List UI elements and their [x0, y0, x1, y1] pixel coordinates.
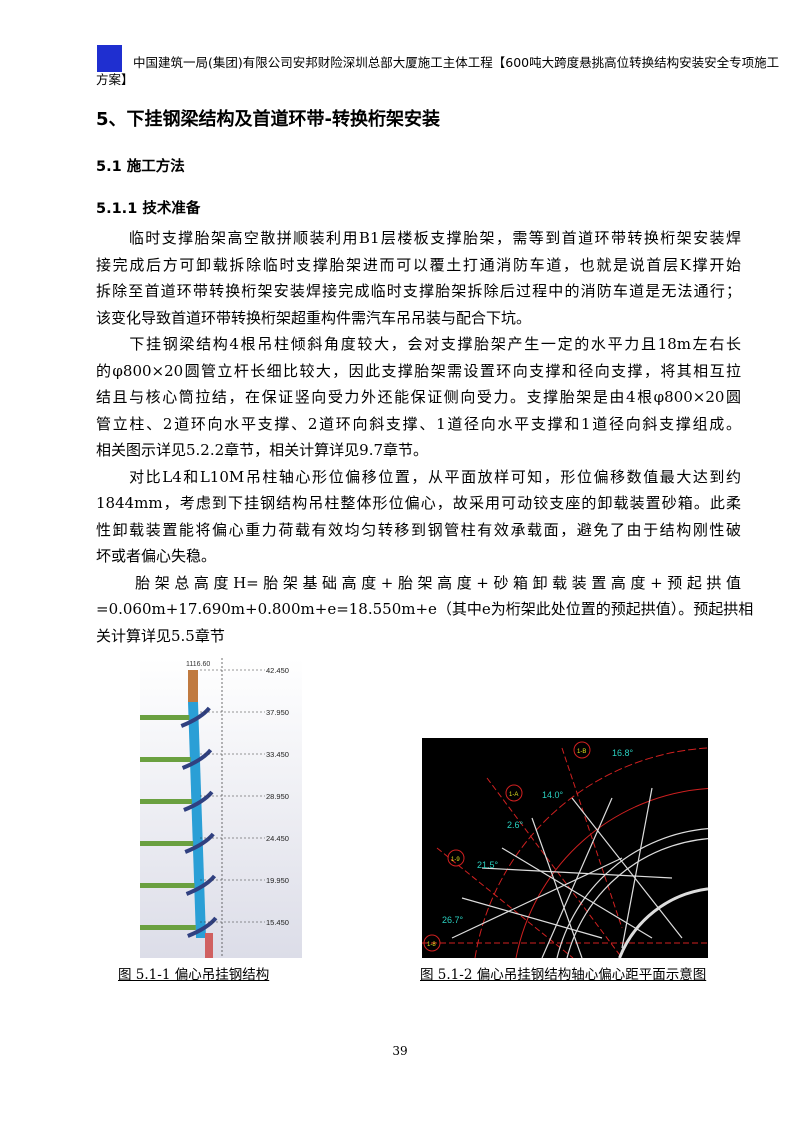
- floor-beam: [140, 799, 192, 804]
- level-label: 42.450: [266, 666, 289, 675]
- paragraph-line: 拆除至首道环带转换桁架安装焊接完成临时支撑胎架拆除后过程中的消防车道是无法通行；: [96, 282, 741, 300]
- bracket: [181, 748, 213, 770]
- paragraph-line: 相关图示详见5.2.2章节，相关计算详见9.7章节。: [96, 441, 429, 459]
- axis-label: 1-9: [451, 857, 460, 863]
- column-top: [188, 670, 198, 702]
- level-label: 37.950: [266, 708, 289, 717]
- paragraph-line: =0.060m+17.690m+0.800m+e=18.550m+e（其中e为桁…: [96, 600, 754, 618]
- paragraph-line: 坏或者偏心失稳。: [96, 547, 217, 565]
- paragraph-line: 对比L4和L10M吊柱轴心形位偏移位置，从平面放样可知，形位偏移数值最大达到约: [96, 467, 741, 486]
- angle-label: 16.8°: [612, 748, 634, 758]
- paragraph-line: 胎架总高度H=胎架基础高度+胎架高度+砂箱卸载装置高度+预起拱值: [96, 573, 741, 592]
- company-logo: [97, 45, 122, 72]
- angle-label: 26.7°: [442, 915, 464, 925]
- header-text: 中国建筑一局(集团)有限公司安邦财险深圳总部大厦施工主体工程【600吨大跨度悬挑…: [133, 55, 780, 70]
- subsubsection-heading: 5.1.1 技术准备: [96, 201, 201, 217]
- angle-label: 2.6°: [507, 820, 524, 830]
- subsection-heading: 5.1 施工方法: [96, 159, 185, 175]
- paragraph-line: 接完成后方可卸载拆除临时支撑胎架进而可以覆土打通消防车道，也就是说首层K撑开始: [96, 255, 741, 274]
- level-label: 33.450: [266, 750, 289, 759]
- angle-label: 14.0°: [542, 790, 564, 800]
- angle-label: 21.5°: [477, 860, 499, 870]
- paragraph-line: 的φ800×20圆管立杆长细比较大，因此支撑胎架需设置环向支撑和径向支撑，将其相…: [96, 361, 741, 380]
- axis-label: 1-8: [427, 942, 436, 948]
- bracket: [184, 832, 215, 854]
- figure-2-caption: 图 5.1-2 偏心吊挂钢结构轴心偏心距平面示意图: [420, 967, 707, 983]
- top-dimension: 1116.60: [186, 661, 210, 668]
- floor-beam: [140, 925, 196, 930]
- paragraph-line: 临时支撑胎架高空散拼顺装利用B1层楼板支撑胎架，需等到首道环带转换桁架安装焊: [96, 229, 741, 247]
- axis-label: 1-A: [509, 792, 518, 798]
- section-title: 5、下挂钢梁结构及首道环带-转换桁架安装: [96, 109, 440, 130]
- level-label: 24.450: [266, 834, 289, 843]
- bracket: [185, 874, 217, 896]
- page-number: 39: [392, 1044, 408, 1058]
- paragraph-line: 1844mm，考虑到下挂钢结构吊柱整体形位偏心，故采用可动铰支座的卸载装置砂箱。…: [96, 494, 741, 512]
- paragraph-line: 结且与核心筒拉结，在保证竖向受力外还能保证侧向受力。支撑胎架是由4根φ800×2…: [96, 388, 741, 406]
- bracket: [180, 706, 211, 728]
- level-label: 15.450: [266, 918, 289, 927]
- figure-2-image: 16.8° 14.0° 2.6° 21.5° 26.7° 1-B 1-A 1-9 1-8: [422, 738, 708, 958]
- level-label: 19.950: [266, 876, 289, 885]
- level-label: 28.950: [266, 792, 289, 801]
- floor-beam: [140, 715, 190, 720]
- hanging-column: [188, 702, 206, 938]
- paragraph-line: 该变化导致首道环带转换桁架超重构件需汽车吊吊装与配合下坑。: [96, 308, 532, 327]
- header-text-cont: 方案】: [96, 72, 134, 87]
- paragraph-line: 下挂钢梁结构4根吊柱倾斜角度较大，会对支撑胎架产生一定的水平力且18m左右长: [96, 335, 741, 353]
- figure-1-image: 1116.60 42.450 37.950 33.450 28.950 24.450 19…: [140, 658, 302, 958]
- axis-label: 1-B: [577, 749, 586, 755]
- bracket: [183, 790, 214, 812]
- paragraph-line: 关计算详见5.5章节: [96, 626, 225, 645]
- paragraph-line: 性卸载装置能将偏心重力荷载有效均匀转移到钢管柱有效承载面，避免了由于结构刚性破: [96, 520, 741, 539]
- bracket: [187, 916, 218, 938]
- floor-beam: [140, 841, 194, 846]
- paragraph-line: 管立柱、2道环向水平支撑、2道环向斜支撑、1道径向水平支撑和1道径向斜支撑组成。: [96, 414, 741, 433]
- floor-beam: [140, 883, 195, 888]
- floor-beam: [140, 757, 191, 762]
- figure-1-caption: 图 5.1-1 偏心吊挂钢结构: [118, 967, 270, 983]
